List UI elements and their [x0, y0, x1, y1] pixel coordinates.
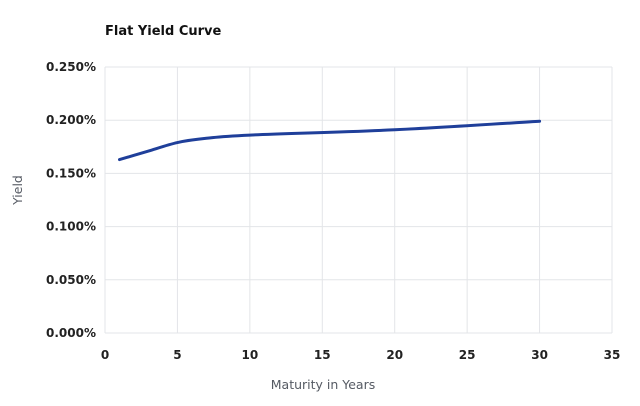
x-axis-label: Maturity in Years [271, 377, 376, 392]
y-tick-label: 0.200% [46, 113, 96, 127]
y-tick-labels: 0.000% 0.050% 0.100% 0.150% 0.200% 0.250% [46, 60, 96, 340]
y-tick-label: 0.050% [46, 273, 96, 287]
y-tick-label: 0.250% [46, 60, 96, 74]
series-layer [117, 119, 542, 162]
chart-title: Flat Yield Curve [105, 24, 222, 39]
x-tick-label: 25 [459, 348, 476, 362]
x-tick-label: 0 [101, 348, 109, 362]
grid [104, 66, 613, 334]
x-tick-labels: 0 5 10 15 20 25 30 35 [101, 348, 621, 362]
y-tick-label: 0.150% [46, 166, 96, 180]
y-tick-label: 0.000% [46, 326, 96, 340]
x-tick-label: 15 [314, 348, 331, 362]
x-tick-label: 30 [531, 348, 548, 362]
x-tick-label: 10 [242, 348, 259, 362]
y-axis-label: Yield [10, 175, 25, 206]
y-tick-label: 0.100% [46, 220, 96, 234]
yield-curve-line [117, 119, 542, 162]
x-tick-label: 5 [173, 348, 181, 362]
x-tick-label: 35 [604, 348, 621, 362]
x-tick-label: 20 [386, 348, 403, 362]
